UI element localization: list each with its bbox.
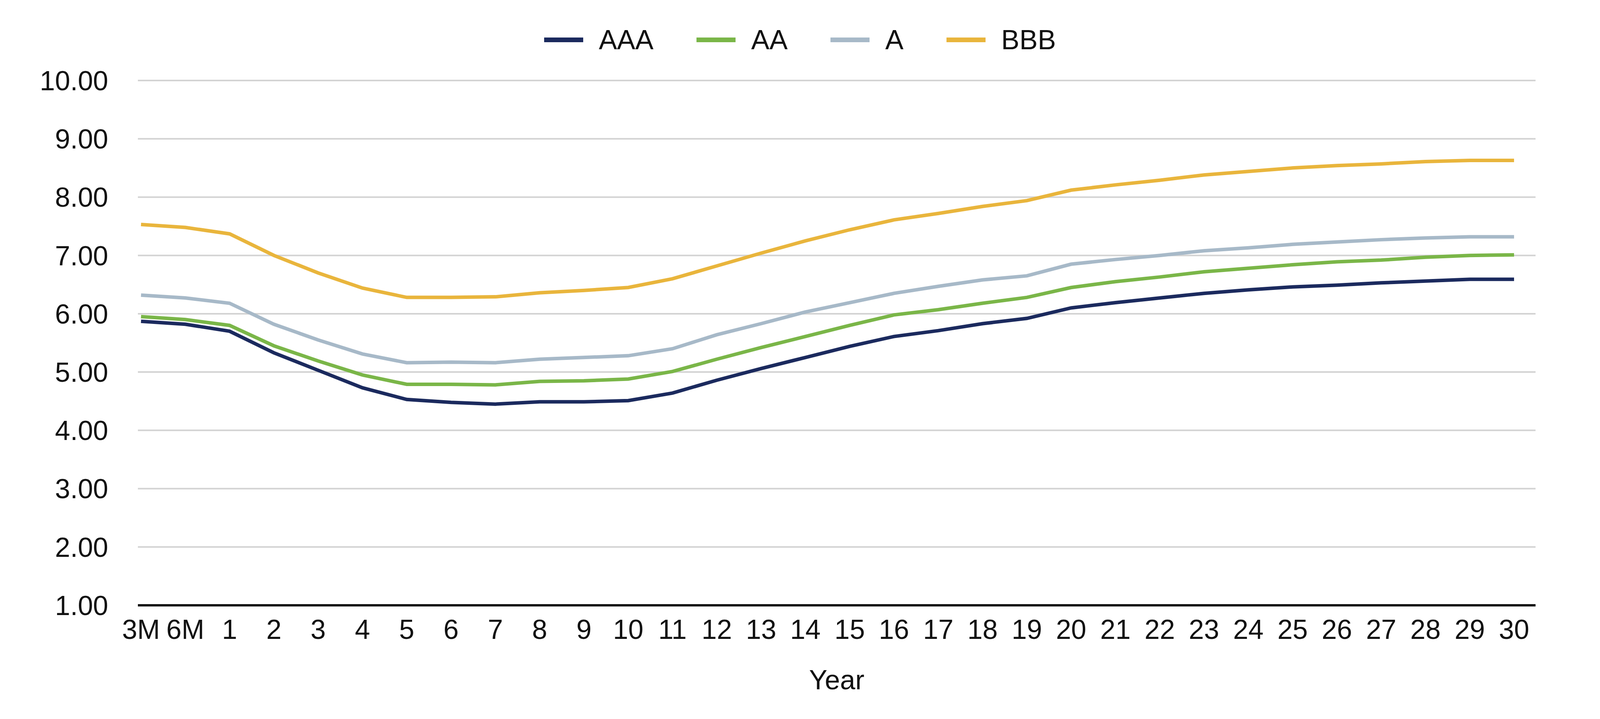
- svg-text:22: 22: [1144, 614, 1175, 645]
- svg-text:13: 13: [745, 614, 777, 645]
- svg-text:5: 5: [399, 614, 415, 645]
- svg-text:1.00: 1.00: [55, 590, 109, 621]
- html-text:AA: AA: [751, 24, 788, 56]
- svg-text:4.00: 4.00: [55, 415, 109, 446]
- svg-text:10: 10: [612, 614, 644, 645]
- svg-text:12: 12: [701, 614, 733, 645]
- svg-text:30: 30: [1498, 614, 1530, 645]
- svg-text:9.00: 9.00: [55, 123, 109, 155]
- svg-text:2: 2: [266, 614, 282, 645]
- svg-text:27: 27: [1366, 614, 1397, 645]
- html-text:AAA: AAA: [598, 24, 654, 56]
- html-text:A: A: [885, 24, 904, 56]
- svg-text:23: 23: [1188, 614, 1220, 645]
- svg-text:9: 9: [576, 614, 592, 645]
- svg-text:19: 19: [1011, 614, 1043, 645]
- svg-text:25: 25: [1277, 614, 1308, 645]
- svg-text:16: 16: [878, 614, 910, 645]
- svg-text:7.00: 7.00: [55, 240, 109, 272]
- svg-text:4: 4: [354, 614, 370, 645]
- svg-text:21: 21: [1100, 614, 1131, 645]
- svg-text:5.00: 5.00: [55, 357, 109, 388]
- svg-text:7: 7: [487, 614, 504, 645]
- svg-text:Year: Year: [808, 664, 865, 695]
- svg-text:6.00: 6.00: [55, 298, 109, 330]
- svg-text:11: 11: [658, 614, 687, 645]
- svg-text:3: 3: [310, 614, 326, 645]
- svg-text:6: 6: [443, 614, 459, 645]
- svg-text:2.00: 2.00: [55, 532, 109, 563]
- svg-text:18: 18: [967, 614, 998, 645]
- svg-text:14: 14: [790, 614, 821, 645]
- svg-text:1: 1: [221, 614, 238, 645]
- svg-text:8: 8: [532, 614, 548, 645]
- svg-text:17: 17: [923, 614, 954, 645]
- html-text:BBB: BBB: [1001, 24, 1056, 56]
- svg-text:20: 20: [1055, 614, 1087, 645]
- svg-text:6M: 6M: [166, 614, 205, 645]
- svg-text:8.00: 8.00: [55, 182, 109, 213]
- svg-text:3.00: 3.00: [55, 473, 109, 504]
- svg-text:10.00: 10.00: [39, 65, 109, 97]
- svg-text:26: 26: [1321, 614, 1353, 645]
- svg-text:28: 28: [1410, 614, 1441, 645]
- svg-text:24: 24: [1233, 614, 1264, 645]
- svg-text:15: 15: [834, 614, 865, 645]
- svg-text:29: 29: [1454, 614, 1486, 645]
- svg-text:3M: 3M: [121, 614, 160, 645]
